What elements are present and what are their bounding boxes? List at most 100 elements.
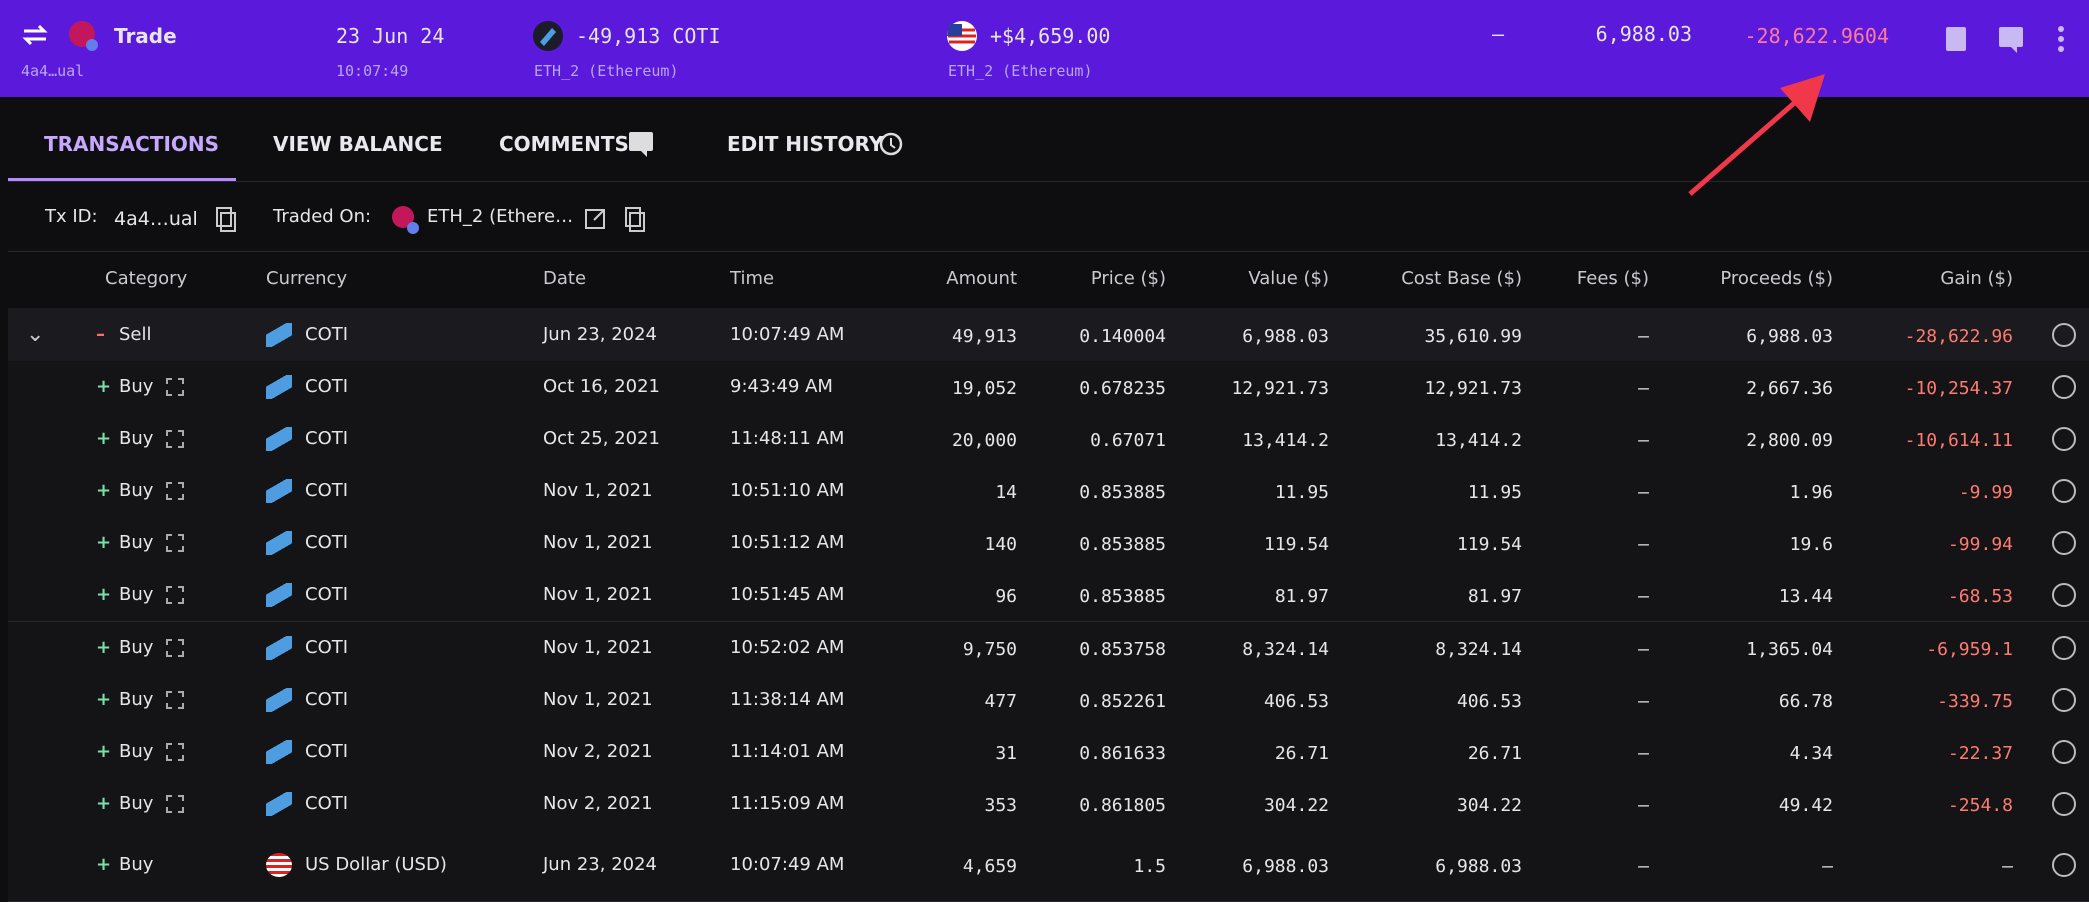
info-icon[interactable]: [2052, 791, 2076, 816]
info-icon[interactable]: [2052, 427, 2076, 452]
cell: –: [1638, 638, 1649, 660]
category: Buy: [119, 792, 154, 814]
sent-wallet: ETH_2 (Ethereum): [534, 62, 679, 80]
sign: +: [96, 636, 112, 658]
cell: –: [1638, 856, 1649, 878]
cell: 26.71: [1274, 742, 1329, 764]
cell: –: [1638, 325, 1649, 347]
date: Nov 1, 2021: [543, 584, 653, 606]
sign: +: [96, 792, 112, 814]
exchange-icon: [69, 21, 98, 51]
sign: +: [96, 688, 112, 710]
sign: +: [96, 532, 112, 554]
cell: 119.54: [1456, 534, 1522, 556]
header-actions[interactable]: [1944, 24, 2084, 54]
info-actions[interactable]: [216, 205, 646, 235]
tab[interactable]: TRANSACTIONS: [44, 132, 220, 156]
cell: 0.853885: [1079, 534, 1166, 556]
category: Buy: [119, 428, 154, 450]
info-icon[interactable]: [2052, 479, 2076, 504]
cell: 1.5: [1133, 856, 1166, 878]
info-icon[interactable]: [2052, 531, 2076, 556]
cell: 140: [984, 534, 1017, 556]
currency: COTI: [305, 636, 349, 658]
category: Buy: [119, 584, 154, 606]
scan-icon: [166, 794, 184, 813]
tab[interactable]: EDIT HISTORY: [727, 132, 884, 156]
expand-icon: ⌄: [26, 321, 45, 347]
cell: 1,365.04: [1746, 638, 1833, 660]
cell: 6,988.03: [1242, 856, 1329, 878]
column-header: Currency: [266, 268, 348, 289]
cell: -254.8: [1947, 794, 2013, 816]
date: Jun 23, 2024: [543, 854, 658, 876]
cell: –: [1638, 586, 1649, 608]
cell: 9,750: [962, 638, 1017, 660]
cell: 19.6: [1789, 534, 1833, 556]
cell: –: [1638, 794, 1649, 816]
date: Jun 23, 2024: [543, 323, 658, 345]
cell: 477: [984, 690, 1017, 712]
column-header: Value ($): [1248, 268, 1329, 289]
value: 6,988.03: [1595, 22, 1692, 46]
table-row[interactable]: [8, 777, 2089, 831]
cell: 26.71: [1467, 742, 1522, 764]
currency: COTI: [305, 740, 349, 762]
info-icon[interactable]: [2052, 739, 2076, 764]
date: Nov 1, 2021: [543, 480, 653, 502]
usd-flag: [266, 853, 292, 878]
cell: 0.861633: [1079, 742, 1166, 764]
cell: 0.853885: [1079, 482, 1166, 504]
cell: 96: [995, 586, 1017, 608]
gain: -28,622.9604: [1744, 24, 1890, 48]
coti-icon: [266, 427, 292, 452]
coti-icon: [266, 583, 292, 608]
info-icon[interactable]: [2052, 635, 2076, 660]
info-icon[interactable]: [2052, 322, 2076, 347]
cell: –: [1638, 690, 1649, 712]
currency: COTI: [305, 323, 349, 345]
table-row[interactable]: [8, 829, 2089, 902]
fee: –: [1492, 22, 1505, 46]
cell: 4,659: [962, 856, 1017, 878]
sent: -49,913 COTI: [576, 24, 721, 48]
tab[interactable]: VIEW BALANCE: [273, 132, 443, 156]
cell: 0.852261: [1079, 690, 1166, 712]
cell: –: [1638, 534, 1649, 556]
cell: 13,414.2: [1242, 430, 1329, 452]
cell: –: [1638, 742, 1649, 764]
info-icon[interactable]: [2052, 583, 2076, 608]
time: 10:52:02 AM: [730, 636, 845, 658]
table-row[interactable]: [8, 517, 2089, 571]
cell: 6,988.03: [1746, 325, 1833, 347]
tab[interactable]: COMMENTS: [499, 132, 629, 156]
cell: –: [1638, 378, 1649, 399]
column-header: Proceeds ($): [1720, 268, 1833, 289]
sign: –: [96, 323, 105, 345]
scan-icon: [166, 638, 184, 657]
table-row[interactable]: [8, 725, 2089, 779]
time: 11:14:01 AM: [730, 740, 845, 762]
cell: –: [1638, 482, 1649, 504]
received-wallet: ETH_2 (Ethereum): [948, 62, 1093, 80]
cell: 8,324.14: [1435, 638, 1522, 660]
sign: +: [96, 740, 112, 762]
category: Buy: [119, 480, 154, 502]
cell: 66.78: [1778, 690, 1833, 712]
info-icon[interactable]: [2052, 853, 2076, 878]
table-row[interactable]: [8, 361, 2089, 414]
currency: COTI: [305, 480, 349, 502]
column-header: Amount: [946, 268, 1017, 289]
tx-id-label: Tx ID:: [45, 206, 98, 227]
category: Buy: [119, 636, 154, 658]
table-row[interactable]: [8, 308, 2089, 362]
info-icon[interactable]: [2052, 375, 2076, 399]
scan-icon: [166, 430, 184, 449]
cell: 11.95: [1274, 482, 1329, 504]
cell: 49.42: [1778, 794, 1833, 816]
info-icon[interactable]: [2052, 687, 2076, 712]
scan-icon: [166, 378, 184, 396]
time: 10:07:49 AM: [730, 323, 845, 345]
date: Nov 1, 2021: [543, 688, 653, 710]
date: Nov 2, 2021: [543, 792, 653, 814]
